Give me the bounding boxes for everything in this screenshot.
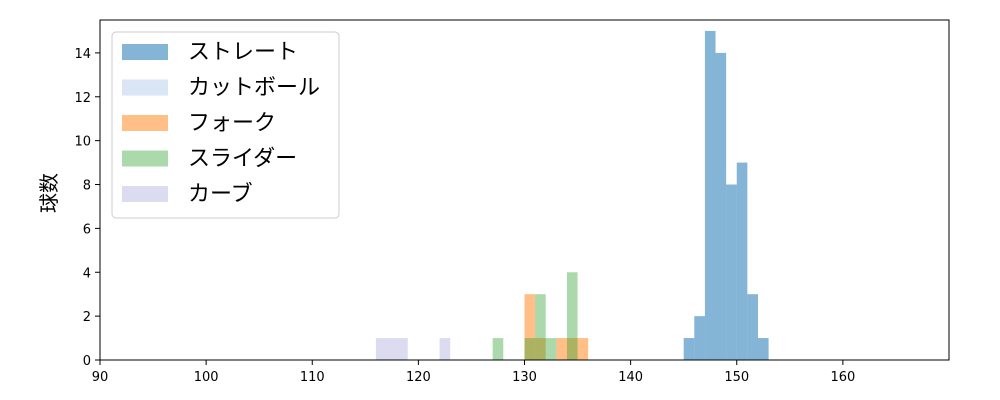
y-tick-label: 14 <box>74 47 91 62</box>
histogram-bar <box>556 338 567 360</box>
histogram-bar <box>694 316 705 360</box>
legend-swatch <box>122 150 168 167</box>
histogram-bar <box>545 338 557 360</box>
histogram-bar <box>704 30 716 360</box>
histogram-bar <box>535 294 546 360</box>
y-tick-label: 8 <box>83 179 91 194</box>
x-tick-label: 90 <box>92 370 109 385</box>
y-tick-label: 4 <box>83 266 91 281</box>
legend-swatch <box>122 44 168 60</box>
histogram-bar <box>492 338 504 360</box>
histogram-bar <box>566 338 578 360</box>
histogram-bar <box>683 338 695 360</box>
y-tick-label: 12 <box>74 91 91 106</box>
y-tick-label: 2 <box>83 310 91 325</box>
y-tick-label: 10 <box>74 135 91 150</box>
histogram-bar <box>757 338 769 360</box>
x-tick-label: 100 <box>194 370 219 385</box>
histogram-bar <box>726 184 737 360</box>
x-tick-label: 120 <box>406 370 431 385</box>
bars-layer <box>375 30 769 360</box>
histogram-bar <box>439 338 451 360</box>
legend-label: カーブ <box>188 182 253 207</box>
histogram-bar <box>747 294 758 360</box>
histogram-bar <box>524 338 536 360</box>
x-tick-label: 110 <box>300 370 325 385</box>
x-tick-label: 160 <box>830 370 855 385</box>
x-tick-label: 130 <box>512 370 537 385</box>
histogram-bar <box>715 52 727 360</box>
histogram-bar <box>736 162 748 360</box>
y-tick-label: 0 <box>83 354 91 369</box>
x-tick-label: 150 <box>724 370 749 385</box>
legend-swatch <box>122 115 168 131</box>
legend-swatch <box>122 186 168 202</box>
histogram-bar <box>375 338 408 360</box>
legend-label: スライダー <box>188 147 297 172</box>
x-axis: 90 100 110 120 130 140 150 160 <box>92 360 855 385</box>
histogram-bar <box>566 272 578 360</box>
y-axis-label: 球数 <box>37 173 61 213</box>
legend-swatch <box>122 79 168 96</box>
x-tick-label: 140 <box>618 370 643 385</box>
legend-box <box>111 31 340 219</box>
histogram-bar <box>577 338 589 360</box>
legend-label: カットボール <box>188 76 320 101</box>
histogram-bar <box>524 294 536 360</box>
y-tick-label: 6 <box>83 222 91 237</box>
legend-label: ストレート <box>188 40 298 65</box>
y-axis: 0 2 4 6 8 10 12 14 <box>74 47 100 369</box>
histogram-bar <box>535 338 546 360</box>
legend-label: フォーク <box>188 111 276 136</box>
